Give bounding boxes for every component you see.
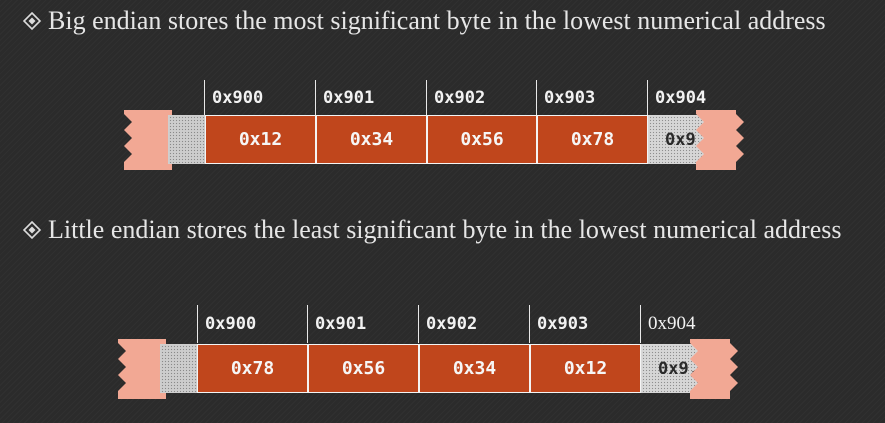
address-tick: [536, 80, 537, 118]
bullet-text: Big endian stores the most significant b…: [48, 6, 826, 35]
left-tear-edge: [118, 339, 166, 399]
memory-cell-empty: [160, 344, 198, 393]
left-tear-edge: [124, 110, 172, 170]
address-label: 0x900: [212, 88, 264, 108]
address-tick: [529, 305, 530, 343]
address-label: 0x902: [434, 88, 486, 108]
address-label: 0x901: [315, 314, 367, 334]
byte-cell: 0x78: [197, 344, 308, 393]
byte-cell: 0x34: [419, 344, 530, 393]
memory-cell-empty: [168, 115, 206, 164]
byte-cell: 0x12: [530, 344, 641, 393]
diamond-bullet-icon: [22, 11, 42, 31]
address-label: 0x903: [537, 314, 589, 334]
address-label: 0x900: [205, 314, 257, 334]
address-tick: [640, 305, 641, 343]
address-tick: [307, 305, 308, 343]
address-label: 0x903: [544, 88, 596, 108]
address-tick: [426, 80, 427, 118]
right-tear-edge: [696, 110, 744, 170]
bullet-text: Little endian stores the least significa…: [48, 215, 842, 244]
address-label: 0x904: [655, 88, 707, 108]
address-tick: [647, 80, 648, 118]
address-tick: [315, 80, 316, 118]
address-label: 0x902: [426, 314, 478, 334]
address-label: 0x904: [648, 313, 696, 334]
address-tick: [204, 80, 205, 118]
byte-cell: 0x56: [308, 344, 419, 393]
byte-cell: 0x78: [537, 115, 648, 164]
address-label: 0x901: [323, 88, 375, 108]
address-tick: [197, 305, 198, 343]
right-tear-edge: [690, 339, 738, 399]
diamond-bullet-icon: [22, 220, 42, 240]
byte-cell: 0x12: [205, 115, 316, 164]
address-tick: [418, 305, 419, 343]
byte-cell: 0x56: [427, 115, 537, 164]
overflow-byte-cell: 0x9...: [641, 344, 707, 393]
byte-cell: 0x34: [316, 115, 427, 164]
